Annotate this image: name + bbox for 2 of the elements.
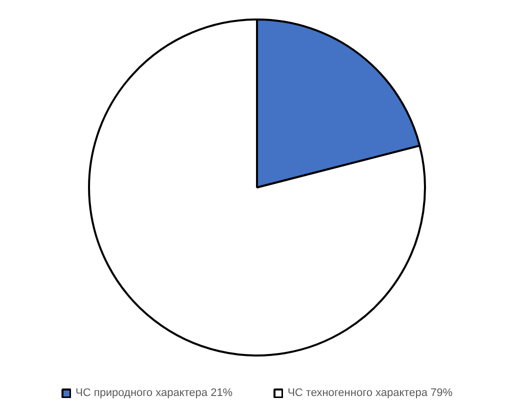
legend-label: ЧС техногенного характера 79% bbox=[288, 387, 453, 399]
legend-label: ЧС природного характера 21% bbox=[75, 387, 233, 399]
